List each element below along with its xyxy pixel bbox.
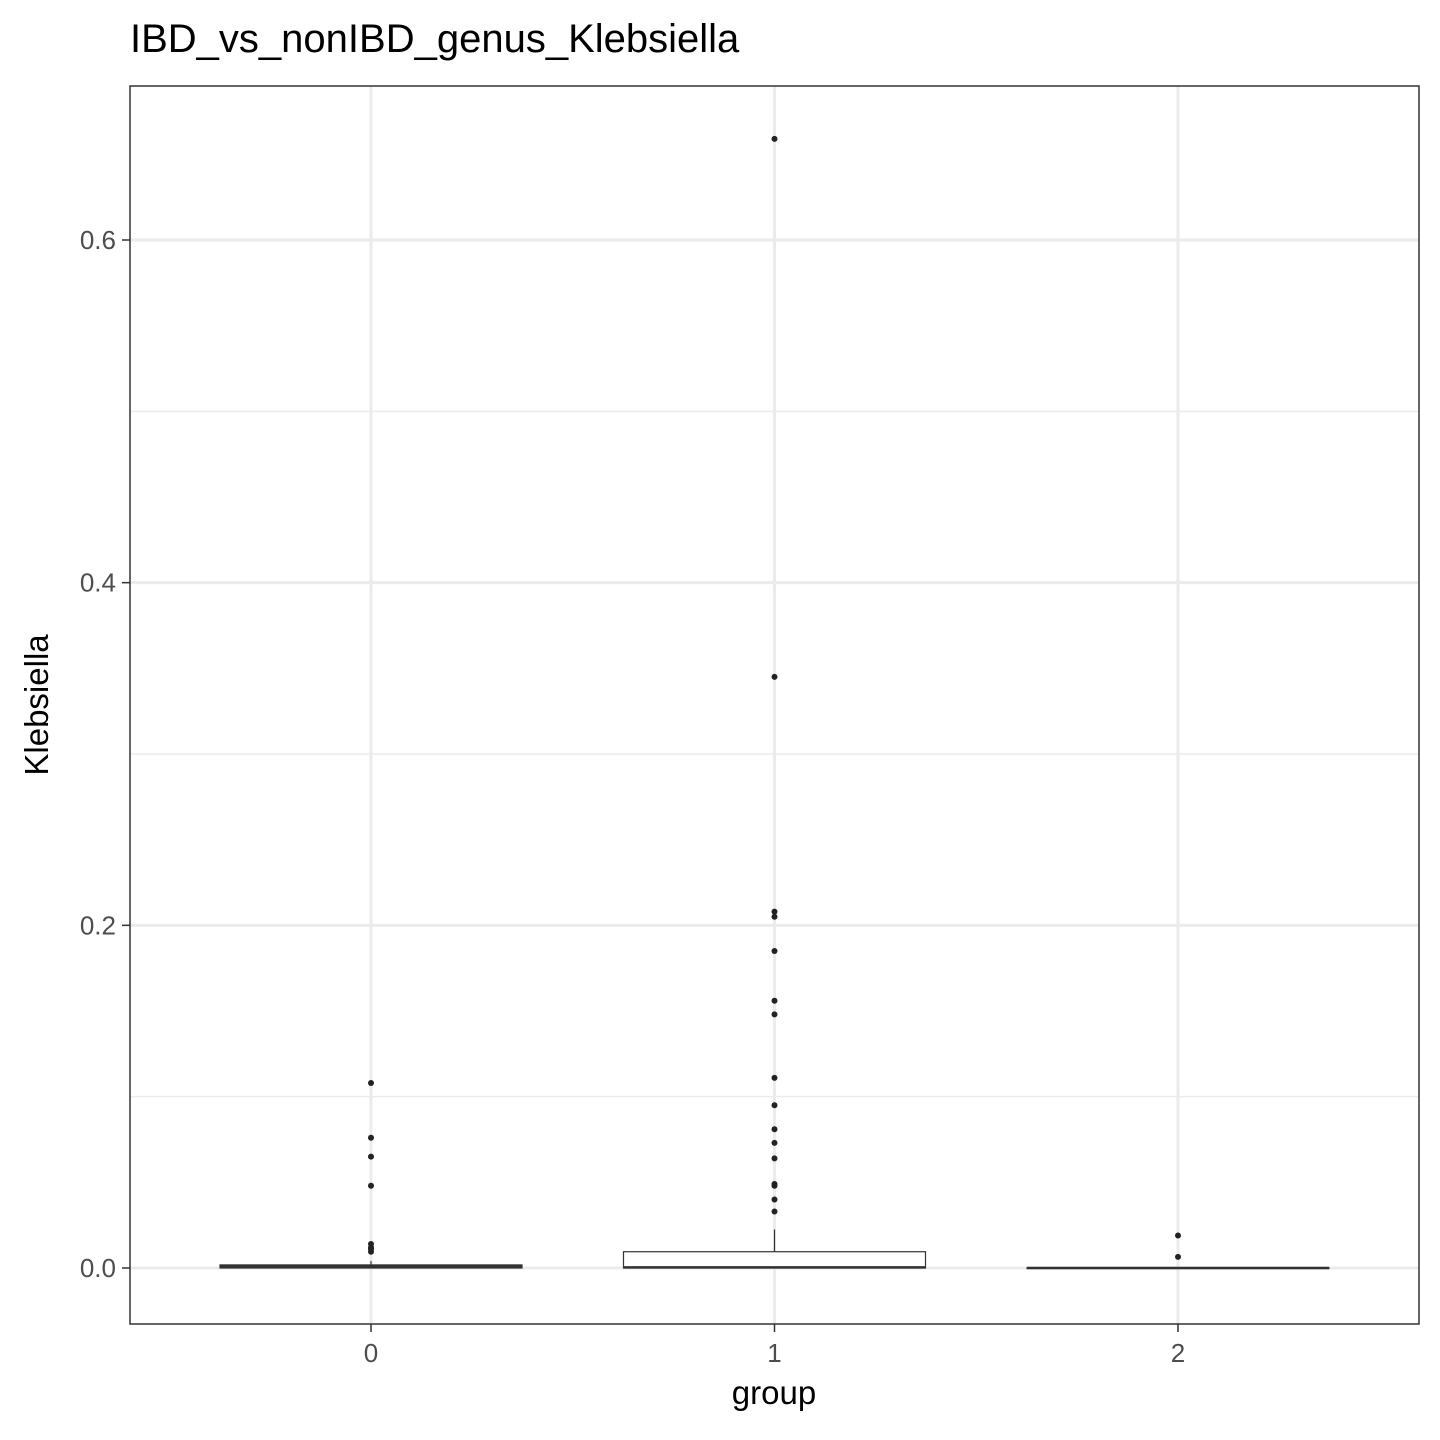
y-tick-label: 0.2 [80, 910, 116, 940]
y-tick-label: 0.0 [80, 1253, 116, 1283]
outlier-point [771, 1074, 778, 1081]
outlier-point [771, 908, 778, 915]
x-axis-title: group [732, 1374, 816, 1411]
boxplot-1 [622, 135, 927, 1269]
outlier-point [771, 913, 778, 920]
outlier-point [368, 1079, 374, 1086]
outlier-point [1175, 1253, 1181, 1260]
outlier-point [368, 1134, 374, 1141]
outlier-point [771, 997, 778, 1004]
outlier-point [771, 1126, 778, 1133]
outlier-point [368, 1248, 374, 1255]
chart-title: IBD_vs_nonIBD_genus_Klebsiella [130, 17, 740, 61]
outlier-point [771, 1208, 778, 1215]
boxplot-2 [1026, 1232, 1330, 1270]
y-tick-label: 0.4 [80, 568, 116, 598]
y-axis-title: Klebsiella [18, 634, 55, 776]
grid-lines [130, 86, 1419, 1324]
outlier-point [771, 1102, 778, 1109]
outlier-point [368, 1153, 374, 1160]
outlier-point [771, 1182, 778, 1189]
outlier-point [771, 1196, 778, 1203]
outlier-point [1175, 1232, 1181, 1239]
boxplots [219, 135, 1330, 1270]
x-tick-label: 0 [364, 1338, 378, 1368]
box [622, 1251, 927, 1269]
outlier-point [771, 135, 778, 142]
outlier-point [771, 1155, 778, 1162]
outlier-point [771, 948, 778, 955]
boxplot-0 [219, 1079, 523, 1269]
y-tick-label: 0.6 [80, 225, 116, 255]
outlier-point [771, 1139, 778, 1146]
x-tick-label: 2 [1171, 1338, 1185, 1368]
axes: 0.0 0.2 0.4 0.6 0 1 2 [80, 225, 1185, 1368]
outlier-point [368, 1182, 374, 1189]
x-tick-label: 1 [767, 1338, 781, 1368]
outlier-point [771, 673, 778, 680]
outlier-point [771, 1011, 778, 1018]
